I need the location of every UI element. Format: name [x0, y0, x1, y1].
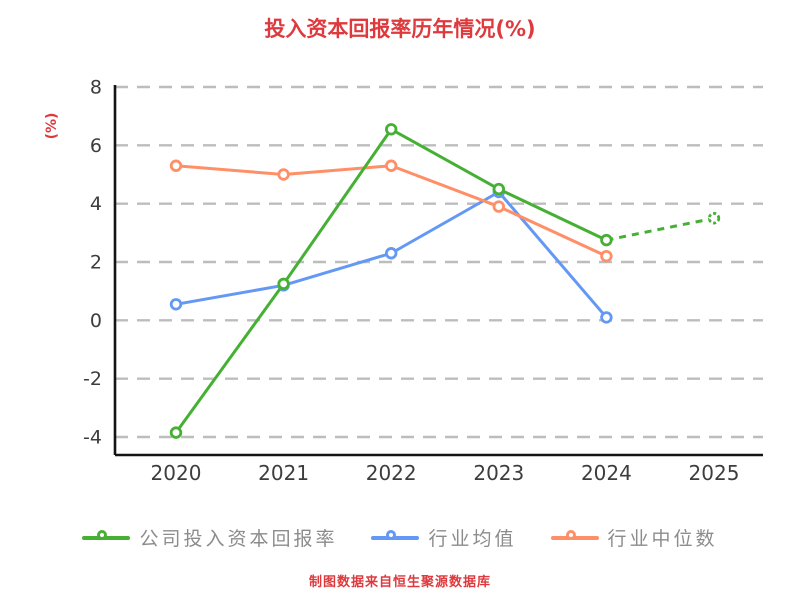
y-tick-label: 0: [90, 310, 102, 332]
data-point-marker: [492, 200, 506, 213]
legend-label-industry-average: 行业均值: [428, 528, 517, 550]
data-point-marker: [385, 159, 398, 172]
marker-ring: [386, 529, 397, 540]
data-point-marker: [169, 298, 183, 311]
legend: 公司投入资本回报率 行业均值 行业中位数: [0, 524, 800, 551]
y-tick-label: -2: [83, 368, 102, 390]
data-point-marker: [385, 123, 398, 136]
legend-label-company-roic: 公司投入资本回报率: [139, 528, 338, 550]
data-source-note: 制图数据来自恒生聚源数据库: [308, 575, 491, 590]
data-point-marker: [169, 426, 183, 439]
x-tick-label: 2021: [258, 461, 309, 485]
series-forecast-line: [606, 216, 715, 242]
legend-label-industry-median: 行业中位数: [607, 528, 718, 550]
marker-line: [371, 535, 420, 540]
y-tick-label: 6: [90, 135, 102, 157]
series-line: [174, 127, 608, 435]
data-point-marker: [600, 233, 613, 247]
data-point-marker: [277, 168, 290, 181]
x-tick-label: 2020: [151, 461, 202, 485]
y-tick-label: -4: [83, 427, 102, 449]
data-point-marker: [169, 159, 183, 172]
data-point-marker: [707, 212, 721, 225]
y-tick-label: 8: [90, 77, 102, 99]
data-point-marker: [600, 249, 613, 263]
x-tick-label: 2022: [366, 461, 417, 485]
legend-item-company-roic: 公司投入资本回报率: [82, 524, 337, 551]
marker-ring: [565, 529, 576, 540]
company-series-marker-icon: [82, 529, 131, 547]
industry-average-marker-icon: [371, 529, 420, 547]
data-point-marker: [492, 182, 506, 196]
x-tick-label: 2023: [473, 461, 524, 485]
y-axis-label: (%): [44, 112, 60, 140]
data-point-marker: [277, 277, 290, 291]
data-point-marker: [600, 311, 613, 324]
data-point-marker: [385, 247, 398, 260]
y-tick-label: 2: [90, 252, 102, 274]
y-tick-label: 4: [90, 193, 102, 215]
marker-ring: [97, 529, 108, 540]
x-tick-label: 2024: [581, 461, 632, 485]
chart-title: 投入资本回报率历年情况(%): [264, 17, 536, 41]
legend-item-industry-average: 行业均值: [371, 524, 516, 551]
x-tick-label: 2025: [689, 461, 740, 485]
legend-item-industry-median: 行业中位数: [550, 524, 718, 551]
industry-median-marker-icon: [550, 529, 599, 547]
marker-line: [82, 535, 131, 540]
